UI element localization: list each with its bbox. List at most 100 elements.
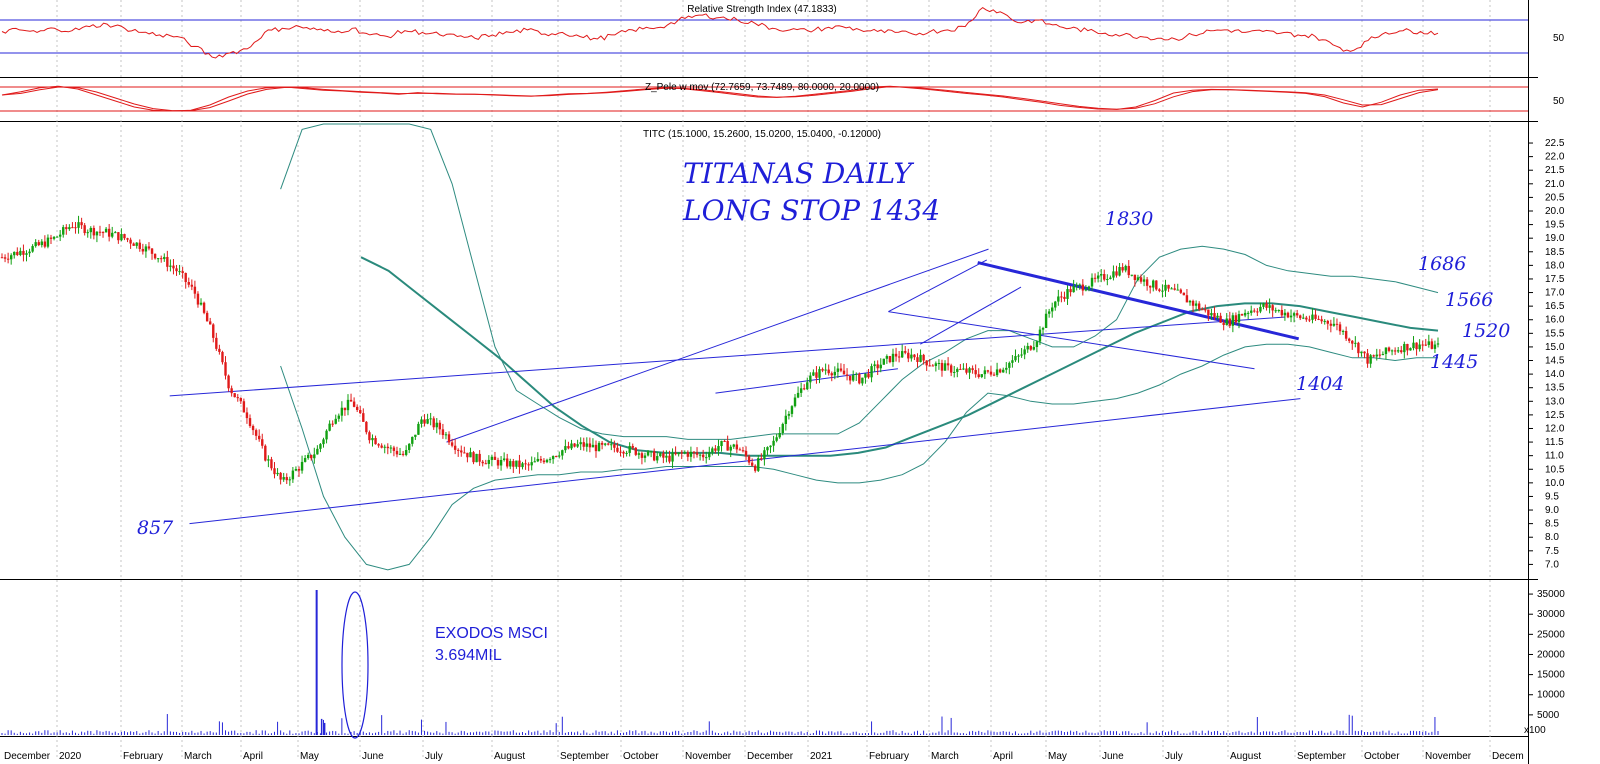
candle-body [1112,271,1115,278]
candle-body [1430,341,1434,349]
candle-body [114,232,117,234]
candle-body [46,237,50,247]
candle-body [1415,342,1418,350]
candle-body [891,353,895,363]
candle-body [576,444,579,447]
candle-body [444,434,448,436]
candle-body [518,460,521,468]
candle-body [68,227,71,230]
candle-body [1011,360,1014,363]
candle-body [150,248,154,254]
candle-body [760,458,763,460]
candle-body [1274,310,1277,312]
candle-body [120,234,123,241]
candle-body [714,448,717,451]
candle-body [830,373,833,376]
candle-body [1280,309,1284,316]
candle-body [463,452,466,454]
candle-body [613,444,616,448]
month-label: December [747,751,794,762]
candle-body [1268,305,1271,308]
candle-body [1317,318,1320,320]
candle-body [1096,275,1100,279]
candle-body [40,241,44,246]
candle-body [267,459,270,461]
candle-body [1283,312,1287,316]
candle-body [1228,318,1231,326]
candle-body [848,375,852,381]
month-label: September [1297,751,1347,762]
candle-body [123,234,126,239]
candle-body [230,388,233,394]
candle-body [1051,307,1054,312]
candle-body [147,246,151,249]
candle-body [3,257,7,259]
candle-body [1176,289,1179,291]
candle-body [1299,315,1302,319]
candle-body [1213,313,1216,318]
candle-body [692,451,696,453]
candle-body [1026,345,1029,350]
candle-body [242,401,246,413]
candle-body [58,234,62,237]
candle-body [129,239,132,244]
price-tick-label: 19.0 [1545,233,1565,244]
pele-panel: Z_Pele w mov (72.7659, 73.7489, 80.0000,… [0,82,1565,112]
candle-body [25,253,28,255]
candle-body [187,282,190,285]
candle-body [827,369,830,374]
candle-body [297,469,301,471]
candle-body [888,356,892,363]
candle-body [1292,313,1296,316]
candle-body [163,256,166,260]
candle-body [0,257,4,259]
price-tick-label: 9.0 [1545,505,1559,516]
candle-body [1109,277,1112,279]
candle-body [141,248,145,252]
candle-body [319,444,322,449]
candle-body [1372,355,1375,357]
candle-body [815,372,818,378]
volume-tick-label: 30000 [1537,609,1565,620]
candle-body [744,450,748,457]
candle-body [218,348,221,352]
candle-body [867,373,870,378]
candle-body [600,442,604,445]
month-label: February [869,751,909,762]
candle-body [362,413,365,422]
candle-body [1084,289,1088,291]
candle-body [931,365,934,367]
candle-body [1118,267,1121,276]
month-label: July [1165,751,1183,762]
panel-frames [0,0,1538,764]
candle-body [821,369,824,371]
candle-body [37,242,40,246]
candle-body [1054,301,1057,308]
candle-body [698,454,702,456]
month-label: March [184,751,212,762]
pele-line [1,85,1439,112]
candle-body [1259,306,1262,312]
month-label: May [1048,751,1067,762]
price-tick-label: 18.0 [1545,260,1565,271]
candle-body [475,453,478,463]
candle-body [652,451,656,461]
candle-body [858,373,861,384]
candle-body [1295,313,1299,316]
candle-body [1412,342,1415,349]
price-tick-label: 11.0 [1545,451,1564,462]
volume-unit: x100 [1524,725,1546,736]
candle-body [98,231,102,233]
candle-body [919,354,922,362]
candle-body [426,418,429,424]
month-label: Decem [1492,751,1524,762]
candle-body [747,456,751,463]
candle-body [701,454,705,458]
candle-body [377,444,380,446]
candle-body [998,369,1002,373]
candle-body [306,454,310,459]
candle-body [1106,278,1109,280]
month-axis: December 2020 February March April May June Jul… [4,751,1524,762]
candle-body [457,449,460,451]
